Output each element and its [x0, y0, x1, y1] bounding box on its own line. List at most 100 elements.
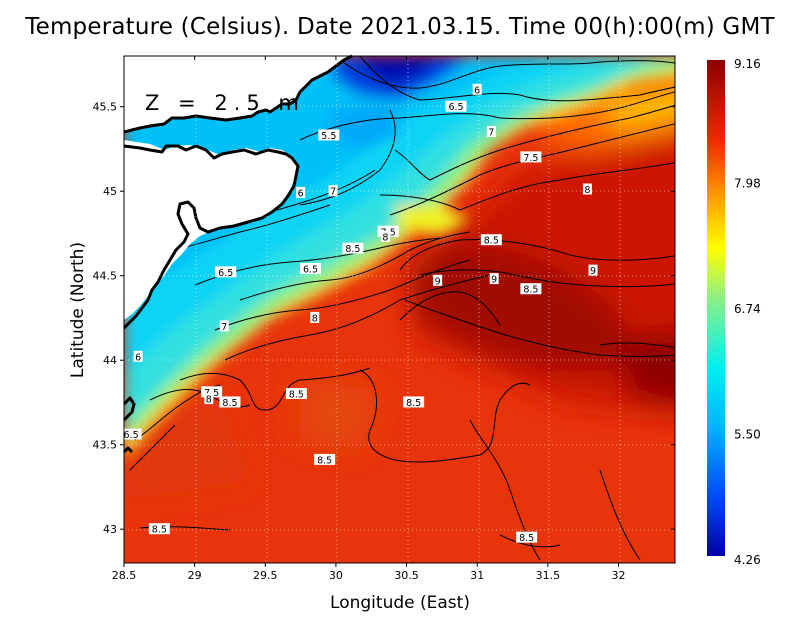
- x-tick-label: 28.5: [112, 569, 137, 582]
- contour-label-box: [314, 453, 336, 465]
- contour-label: 7: [486, 126, 496, 139]
- contour-label: 9: [489, 273, 499, 286]
- contour-label-text: 8.5: [317, 455, 332, 466]
- coastline: [122, 54, 353, 454]
- x-tick-label: 31.5: [536, 569, 561, 582]
- x-axis-label: Longitude (East): [330, 593, 470, 613]
- contour-label-box: [486, 126, 496, 138]
- colorbar-labels: 9.16 7.98 6.74 5.50 4.26: [734, 57, 761, 567]
- x-tick-label: 29: [188, 569, 202, 582]
- contour-label-box: [296, 186, 306, 198]
- grid-lines: [124, 56, 675, 563]
- contour-label-text: 8: [312, 313, 318, 324]
- contour-label-box: [219, 396, 241, 408]
- x-tick-label: 31: [470, 569, 484, 582]
- contour-label: 8.5: [520, 283, 542, 296]
- contour-label-box: [120, 428, 142, 440]
- contour-label-text: 6.5: [124, 430, 139, 441]
- contour-label: 8.5: [480, 234, 502, 247]
- contour-label-text: 6: [474, 85, 480, 96]
- contour-label: 8: [310, 311, 320, 324]
- contour-label-box: [472, 83, 482, 95]
- contour-label-box: [204, 393, 214, 405]
- contour-label: 6.5: [299, 262, 321, 275]
- contour-lines: [129, 56, 675, 561]
- contour-label-box: [328, 185, 338, 197]
- x-tick-label: 30.5: [394, 569, 419, 582]
- contour-label-text: 8.5: [289, 390, 304, 401]
- contour-label-text: 6: [135, 352, 141, 363]
- plot-frame: [123, 55, 676, 564]
- y-tick-label: 43.5: [93, 439, 118, 452]
- contour-label: 7: [219, 320, 229, 333]
- y-axis: 45.5 45 44.5 44 43.5 43: [93, 101, 675, 536]
- x-tick-label: 32: [611, 569, 625, 582]
- contour-label-text: 9: [435, 276, 441, 287]
- contour-label: 9: [588, 264, 598, 277]
- temperature-field: [124, 56, 675, 563]
- contour-label-box: [201, 386, 223, 398]
- y-tick-label: 45.5: [93, 101, 118, 114]
- contour-label-box: [403, 396, 425, 408]
- colorbar: 9.16 7.98 6.74 5.50 4.26: [707, 57, 761, 567]
- y-tick-label: 44.5: [93, 270, 118, 283]
- contour-label-box: [285, 388, 307, 399]
- contour-label-text: 9: [491, 275, 497, 286]
- map-title: Temperature (Celsius). Date 2021.03.15. …: [25, 14, 775, 40]
- contour-label: 6.5: [445, 100, 467, 113]
- contour-label: 5.5: [318, 129, 340, 142]
- contour-label: 9: [433, 274, 443, 287]
- contour-label: 7: [328, 185, 338, 198]
- y-tick-label: 43: [103, 523, 117, 536]
- contour-label: 8: [582, 183, 592, 196]
- contour-label-text: 8: [382, 232, 388, 243]
- y-tick-label: 44: [103, 354, 117, 367]
- x-tick-label: 29.5: [253, 569, 278, 582]
- contour-label-box: [310, 311, 320, 323]
- contour-label-box: [520, 151, 542, 163]
- colorbar-label: 7.98: [734, 176, 761, 190]
- contour-label: 6: [296, 186, 306, 199]
- contour-label: 8.5: [342, 242, 364, 255]
- contour-label-text: 7.5: [523, 153, 538, 164]
- contour-label: 7.5: [520, 151, 542, 164]
- colorbar-label: 6.74: [734, 302, 761, 316]
- x-axis: 28.5 29 29.5 30 30.5 31 31.5 32: [112, 56, 625, 582]
- colorbar-gradient: [707, 60, 725, 556]
- contour-label-box: [433, 274, 443, 286]
- contour-label-text: 6.5: [303, 264, 318, 275]
- contour-label-box: [133, 350, 143, 362]
- contour-label-box: [342, 242, 364, 254]
- contour-label: 8.5: [314, 453, 336, 466]
- contour-label-box: [318, 129, 340, 141]
- contour-label-text: 8.5: [523, 285, 538, 296]
- contour-label-box: [445, 100, 467, 112]
- contour-label-box: [299, 262, 321, 274]
- contour-label-text: 8.5: [484, 236, 499, 247]
- contour-label-box: [582, 183, 592, 195]
- contour-label-text: 7: [221, 322, 227, 333]
- contour-label: 6: [133, 350, 143, 363]
- contour-label-box: [380, 230, 390, 242]
- contour-label-box: [520, 283, 542, 295]
- contour-label-text: 8.5: [222, 398, 237, 409]
- contour-label-text: 6.5: [448, 102, 463, 113]
- contour-label: 6: [472, 83, 482, 96]
- contour-label: 6.5: [215, 266, 237, 279]
- contour-label: 8.5: [516, 531, 538, 544]
- contour-label: 8.5: [403, 396, 425, 409]
- contour-label: 8.5: [148, 523, 170, 536]
- colorbar-label: 9.16: [734, 57, 761, 71]
- contour-label-box: [480, 234, 502, 246]
- contour-labels: 66.55.577.58677.588.58.596.56.5998.57867…: [120, 83, 598, 544]
- contour-label: 8: [380, 230, 390, 243]
- contour-label-text: 8.5: [345, 244, 360, 255]
- contour-label-text: 8.5: [152, 525, 167, 536]
- contour-label-text: 8: [584, 185, 590, 196]
- contour-label-text: 6.5: [218, 268, 233, 279]
- contour-label: 8.5: [219, 396, 241, 409]
- contour-label: 6.5: [120, 428, 142, 441]
- y-axis-label: Latitude (North): [68, 242, 88, 378]
- contour-label-text: 6: [298, 188, 304, 199]
